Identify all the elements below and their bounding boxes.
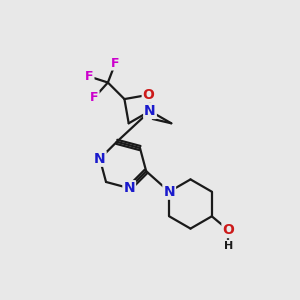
- Text: O: O: [223, 223, 234, 237]
- Text: F: F: [111, 56, 120, 70]
- Text: F: F: [90, 91, 99, 104]
- Text: N: N: [144, 104, 156, 118]
- Text: F: F: [85, 70, 94, 83]
- Text: H: H: [224, 241, 233, 251]
- Text: N: N: [164, 185, 175, 199]
- Text: N: N: [94, 152, 106, 166]
- Text: O: O: [143, 88, 154, 102]
- Text: N: N: [123, 181, 135, 195]
